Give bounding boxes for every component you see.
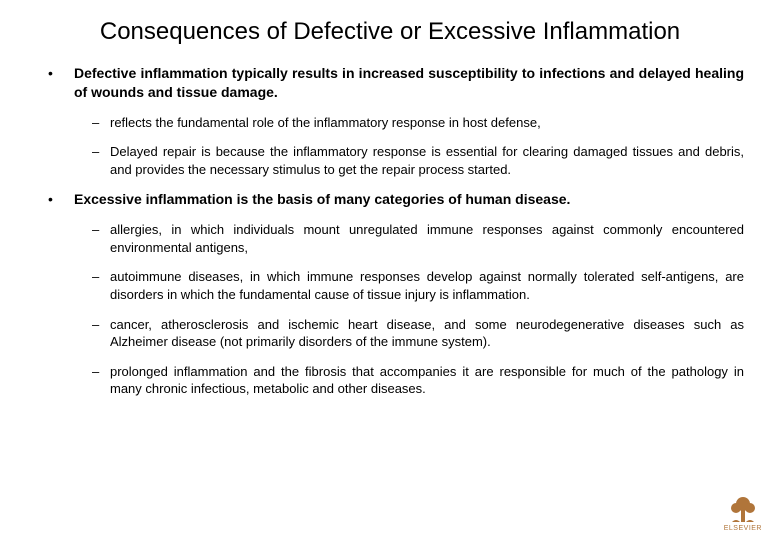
page-title: Consequences of Defective or Excessive I… (36, 18, 744, 46)
lead-term: Defective inflammation (74, 65, 228, 81)
bullet-list: Defective inflammation typically results… (36, 64, 744, 398)
sub-item: allergies, in which individuals mount un… (92, 221, 744, 256)
list-item: Defective inflammation typically results… (48, 64, 744, 178)
lead-term: Excessive inflammation (74, 191, 233, 207)
sub-item: Delayed repair is because the inflammato… (92, 143, 744, 178)
sub-item: reflects the fundamental role of the inf… (92, 114, 744, 132)
sub-list: allergies, in which individuals mount un… (74, 221, 744, 397)
sub-item: cancer, atherosclerosis and ischemic hea… (92, 316, 744, 351)
sub-item: prolonged inflammation and the fibrosis … (92, 363, 744, 398)
publisher-logo: ELSEVIER (724, 494, 762, 532)
elsevier-tree-icon (726, 494, 760, 524)
sub-list: reflects the fundamental role of the inf… (74, 114, 744, 179)
sub-item: autoimmune diseases, in which immune res… (92, 268, 744, 303)
lead-rest: is the basis of many categories of human… (233, 191, 571, 207)
list-item: Excessive inflammation is the basis of m… (48, 190, 744, 397)
publisher-name: ELSEVIER (724, 525, 762, 532)
